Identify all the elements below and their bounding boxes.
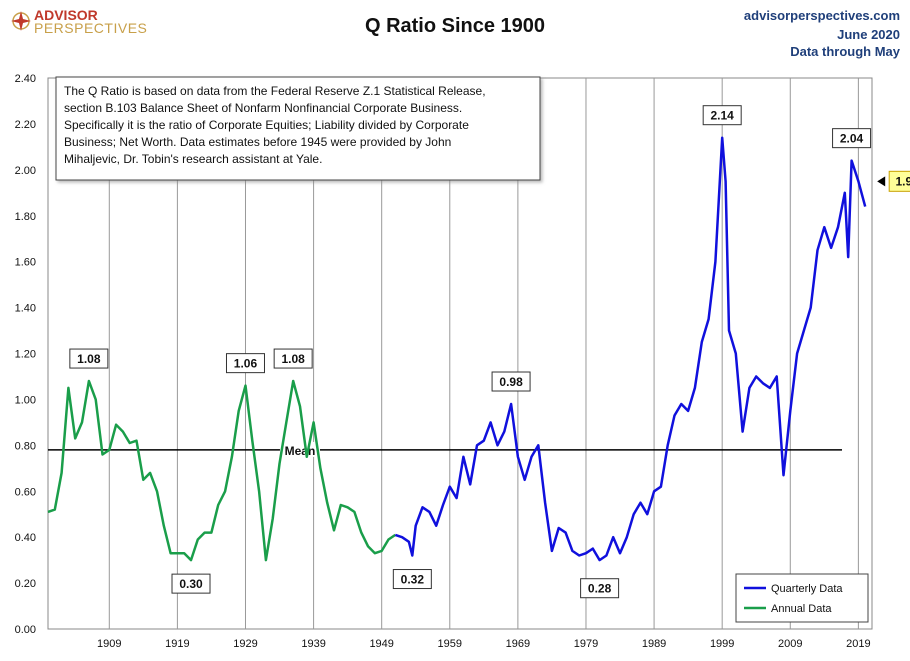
callout-box (832, 128, 872, 149)
source-date: June 2020 (837, 27, 900, 42)
y-tick-label: 2.40 (15, 73, 36, 85)
y-tick-label: 0.80 (15, 440, 36, 452)
note-line-3: Specifically it is the ratio of Corporat… (64, 118, 469, 132)
callout-label: 0.32 (401, 573, 425, 587)
y-tick-label: 1.20 (15, 349, 36, 361)
note-line-4: Business; Net Worth. Data estimates befo… (64, 135, 451, 149)
x-tick-label: 2009 (778, 638, 802, 650)
callout: 0.30 (171, 573, 211, 594)
legend-label-quarterly: Quarterly Data (771, 583, 843, 595)
x-axis: 1909 1919 1929 1939 1949 1959 1969 1979 1989 1999… (97, 638, 871, 650)
x-tick-label: 1949 (369, 638, 393, 650)
annotations: 1.08 0.30 1.06 1.08 0.32 0.98 0.28 2.14 2.04 (69, 105, 872, 599)
callout-label: 0.98 (499, 375, 523, 389)
legend-label-annual: Annual Data (771, 603, 832, 615)
callout: 1.08 (273, 348, 313, 369)
callout-label: 0.28 (588, 582, 612, 596)
x-tick-label: 1909 (97, 638, 121, 650)
callout-box (580, 578, 620, 599)
y-tick-label: 0.00 (15, 624, 36, 636)
logo-line2: PERSPECTIVES (34, 20, 147, 36)
latest-value: 1.95 (896, 174, 910, 188)
x-tick-label: 1929 (233, 638, 257, 650)
callout-box (69, 348, 109, 369)
callout: 0.28 (580, 578, 620, 599)
y-axis: 0.00 0.20 0.40 0.60 0.80 1.00 1.20 1.40 1.60 1.80… (15, 73, 36, 636)
latest-marker: 1.95 (877, 170, 910, 192)
y-tick-label: 2.00 (15, 165, 36, 177)
x-tick-label: 2019 (846, 638, 870, 650)
chart-title: Q Ratio Since 1900 (365, 15, 545, 37)
callout: 0.32 (392, 569, 432, 590)
callout-label: 2.14 (711, 109, 735, 123)
callout: 2.14 (702, 105, 742, 126)
mean-label: Mean (285, 444, 316, 458)
callout-label: 1.08 (281, 352, 305, 366)
note-line-2: section B.103 Balance Sheet of Nonfarm N… (64, 101, 462, 115)
callout-box (225, 353, 265, 374)
callout-box (171, 573, 211, 594)
y-tick-label: 0.20 (15, 578, 36, 590)
callout-label: 1.08 (77, 352, 101, 366)
note-line-1: The Q Ratio is based on data from the Fe… (64, 84, 486, 98)
callout-box (702, 105, 742, 126)
callout: 0.98 (491, 371, 531, 392)
annual-data-line (47, 379, 397, 562)
y-tick-label: 0.40 (15, 532, 36, 544)
callout-label: 0.30 (179, 577, 203, 591)
source-site: advisorperspectives.com (744, 8, 900, 23)
x-tick-label: 1969 (506, 638, 530, 650)
latest-arrow-icon (877, 176, 886, 187)
callout-label: 1.06 (234, 357, 258, 371)
y-tick-label: 1.40 (15, 303, 36, 315)
callout: 1.08 (69, 348, 109, 369)
y-tick-label: 2.20 (15, 119, 36, 131)
note-box: The Q Ratio is based on data from the Fe… (55, 76, 541, 181)
callout-label: 2.04 (840, 132, 864, 146)
callout-box (491, 371, 531, 392)
x-tick-label: 1939 (301, 638, 325, 650)
callout-box (273, 348, 313, 369)
y-tick-label: 1.00 (15, 394, 36, 406)
source-note: Data through May (790, 44, 901, 59)
note-line-5: Mihaljevic, Dr. Tobin's research assista… (64, 152, 322, 166)
x-tick-label: 1979 (574, 638, 598, 650)
logo: ADVISOR PERSPECTIVES (11, 7, 147, 36)
compass-icon (11, 11, 31, 31)
y-tick-label: 1.60 (15, 257, 36, 269)
x-tick-label: 1989 (642, 638, 666, 650)
callout: 1.06 (225, 353, 265, 374)
y-tick-label: 1.80 (15, 211, 36, 223)
x-tick-label: 1959 (438, 638, 462, 650)
quarterly-data-line (394, 136, 867, 562)
series (47, 136, 867, 562)
logo-line1: ADVISOR (34, 7, 98, 23)
callout: 2.04 (832, 128, 872, 149)
x-tick-label: 1999 (710, 638, 734, 650)
latest-value-box (888, 170, 910, 192)
callout-box (392, 569, 432, 590)
y-tick-label: 0.60 (15, 486, 36, 498)
x-tick-label: 1919 (165, 638, 189, 650)
legend: Quarterly Data Annual Data (735, 573, 869, 623)
